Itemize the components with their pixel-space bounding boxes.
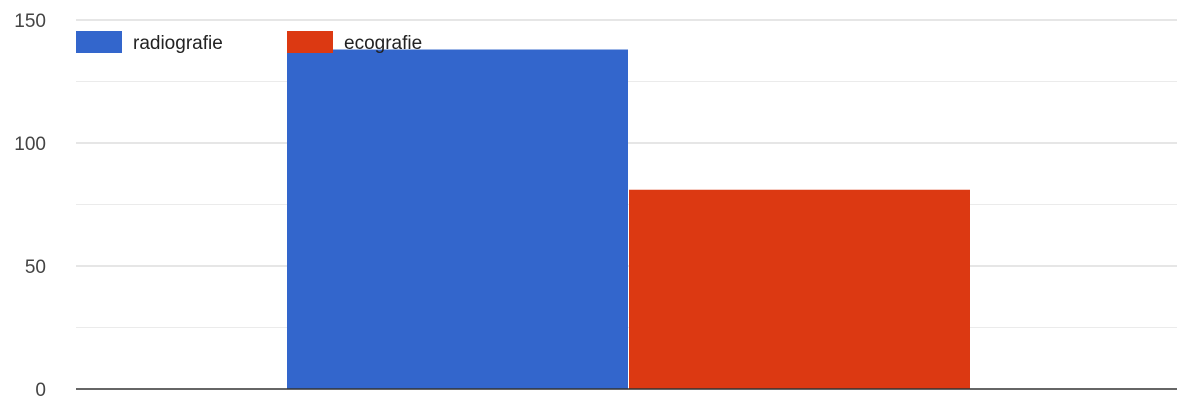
legend-label-radiografie: radiografie xyxy=(133,33,223,54)
legend-swatch-radiografie xyxy=(76,31,122,53)
bar-radiografie xyxy=(287,49,628,390)
y-tick-label: 100 xyxy=(14,134,46,155)
y-tick-label: 0 xyxy=(35,380,46,401)
legend-label-ecografie: ecografie xyxy=(344,33,422,54)
legend: radiografie ecografie xyxy=(76,31,422,54)
y-tick-label: 150 xyxy=(14,11,46,32)
bar-ecografie xyxy=(629,189,970,389)
y-axis-ticks: 0 50 100 150 xyxy=(14,11,46,401)
legend-swatch-ecografie xyxy=(287,31,333,53)
y-tick-label: 50 xyxy=(25,257,46,278)
bars xyxy=(287,49,970,390)
